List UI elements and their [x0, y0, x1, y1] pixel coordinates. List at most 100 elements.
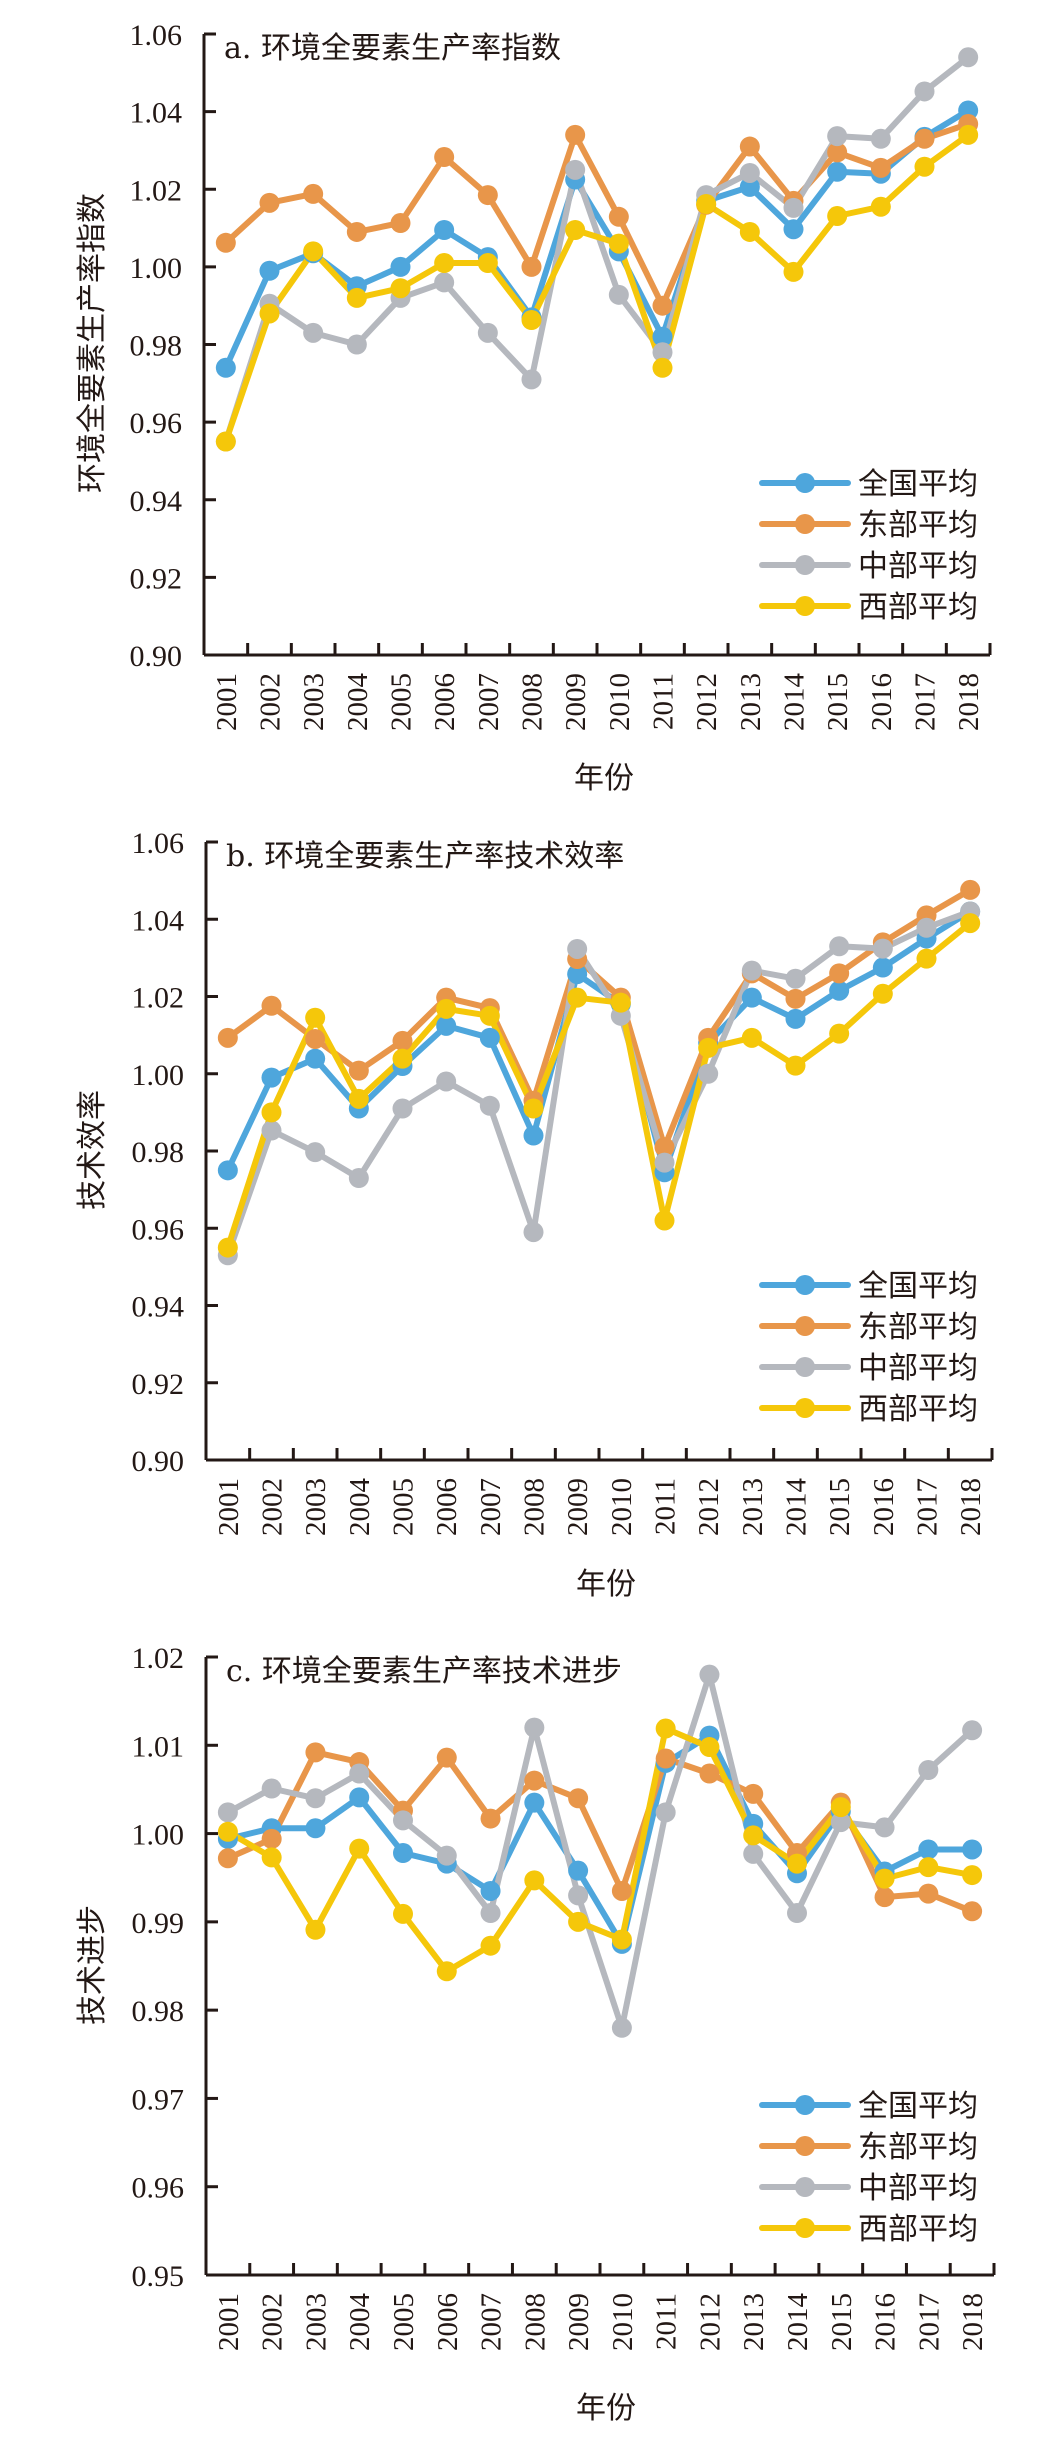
data-point — [739, 136, 760, 157]
x-tick-label: 2016 — [866, 673, 898, 731]
data-point — [390, 213, 411, 234]
series-line-0 — [224, 908, 974, 1176]
x-tick-labels: 2001 2002 2003 2004 2005 2006 2007 2008 2009 2010… — [213, 1478, 987, 1537]
data-point — [305, 1007, 326, 1028]
data-point — [436, 998, 457, 1019]
data-point — [652, 326, 673, 347]
legend-label: 西部平均 — [858, 590, 978, 625]
x-tick-label: 2016 — [870, 2293, 902, 2351]
data-point — [434, 252, 455, 273]
data-point — [652, 357, 673, 378]
y-tick-label: 0.98 — [132, 1136, 185, 1169]
legend-marker-icon — [795, 1275, 815, 1295]
data-point — [565, 159, 586, 180]
x-tick-label: 2008 — [519, 2293, 551, 2351]
y-tick-label: 0.98 — [130, 330, 183, 363]
data-point — [872, 957, 893, 978]
y-axis-title: 技术效率 — [75, 1090, 110, 1210]
chart-panel-a: a. 环境全要素生产率指数 环境全要素生产率指数 年份 0.90 0.92 0.94… — [75, 19, 992, 796]
data-point — [392, 1048, 413, 1069]
y-tick-label: 0.92 — [130, 562, 183, 595]
x-tick-label: 2010 — [607, 2293, 639, 2351]
x-tick-label: 2005 — [388, 2293, 420, 2351]
data-point — [303, 241, 324, 262]
chart-title: a. 环境全要素生产率指数 — [224, 31, 561, 66]
data-point — [827, 126, 848, 147]
x-tick-label: 2006 — [431, 1478, 463, 1536]
data-point — [741, 960, 762, 981]
x-tick-label: 2002 — [257, 2293, 289, 2351]
y-tick-label: 1.02 — [132, 982, 185, 1015]
data-point — [739, 162, 760, 183]
legend-marker-icon — [795, 514, 815, 534]
y-tick-label: 1.04 — [130, 97, 183, 130]
data-point — [392, 1098, 413, 1119]
legend-item: 东部平均 — [759, 2130, 978, 2165]
data-point — [521, 310, 542, 331]
y-tick-label: 0.94 — [130, 485, 183, 518]
x-tick-label: 2010 — [606, 1478, 638, 1536]
data-point — [608, 233, 629, 254]
data-point — [830, 1797, 851, 1818]
data-point — [918, 1857, 939, 1878]
data-point — [870, 128, 891, 149]
data-point — [829, 1023, 850, 1044]
data-point — [958, 47, 979, 68]
x-tick-label: 2013 — [738, 2293, 770, 2351]
y-tick-label: 0.94 — [132, 1291, 185, 1324]
x-tick-label: 2007 — [473, 673, 505, 731]
data-point — [349, 1763, 370, 1784]
x-tick-label: 2017 — [910, 673, 942, 731]
legend-label: 中部平均 — [858, 1351, 978, 1386]
data-point — [654, 1152, 675, 1173]
data-point — [217, 1027, 238, 1048]
y-tick-labels: 0.90 0.92 0.94 0.96 0.98 1.00 1.02 1.04 1.06 — [130, 19, 183, 673]
data-point — [567, 938, 588, 959]
data-point — [829, 936, 850, 957]
data-point — [217, 1848, 238, 1869]
legend-label: 全国平均 — [858, 467, 978, 502]
y-tick-label: 0.95 — [132, 2260, 185, 2293]
legend-label: 西部平均 — [858, 1392, 978, 1427]
axes — [204, 840, 994, 1462]
legend-item: 中部平均 — [759, 1351, 978, 1386]
data-point — [434, 272, 455, 293]
data-point — [346, 221, 367, 242]
data-point — [698, 1063, 719, 1084]
data-point — [523, 1222, 544, 1243]
data-point — [652, 342, 673, 363]
legend-marker-icon — [795, 596, 815, 616]
x-tick-label: 2004 — [344, 2293, 376, 2352]
data-point — [524, 1717, 545, 1738]
data-point — [568, 1860, 589, 1881]
x-tick-label: 2012 — [691, 673, 723, 731]
x-tick-label: 2015 — [822, 673, 854, 731]
x-tick-label: 2005 — [388, 1478, 420, 1536]
x-tick-label: 2014 — [779, 673, 811, 732]
legend-item: 全国平均 — [759, 1269, 978, 1304]
x-tick-labels: 2001 2002 2003 2004 2005 2006 2007 2008 2009 2010… — [211, 673, 985, 732]
x-tick-label: 2001 — [213, 1478, 245, 1536]
x-tick-label: 2017 — [912, 1478, 944, 1536]
data-point — [479, 1005, 500, 1026]
data-point — [261, 1120, 282, 1141]
legend-label: 中部平均 — [858, 2171, 978, 2206]
x-tick-label: 2016 — [868, 1478, 900, 1536]
x-tick-label: 2018 — [953, 673, 985, 731]
data-point — [830, 1812, 851, 1833]
x-tick-label: 2013 — [737, 1478, 769, 1536]
data-point — [787, 1903, 807, 1924]
x-tick-label: 2003 — [300, 1478, 332, 1536]
y-tick-labels: 0.90 0.92 0.94 0.96 0.98 1.00 1.02 1.04 1.06 — [132, 827, 185, 1478]
data-point — [785, 968, 806, 989]
data-point — [918, 1760, 939, 1781]
legend-item: 西部平均 — [759, 590, 978, 625]
data-point — [348, 1088, 369, 1109]
x-tick-label: 2001 — [213, 2293, 245, 2351]
data-point — [783, 219, 804, 240]
data-point — [393, 1810, 413, 1831]
x-tick-label: 2011 — [650, 1478, 682, 1535]
data-point — [479, 1095, 500, 1116]
x-tick-label: 2006 — [432, 2293, 464, 2351]
